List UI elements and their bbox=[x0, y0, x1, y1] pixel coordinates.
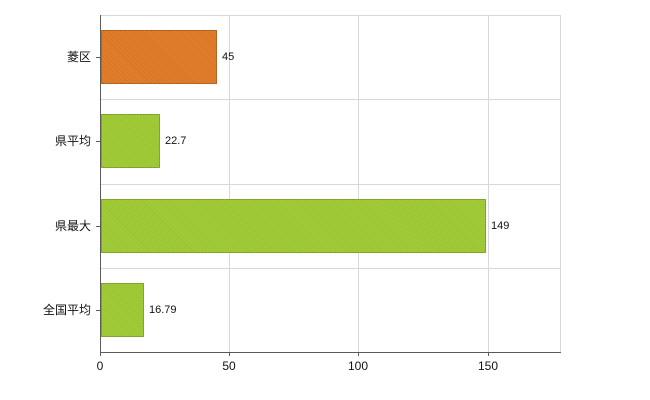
category-label: 県最大 bbox=[54, 219, 91, 233]
bar-value-label: 22.7 bbox=[165, 135, 187, 147]
x-axis-tick bbox=[488, 352, 489, 356]
bar-value-label: 149 bbox=[491, 220, 510, 232]
y-axis-tick bbox=[96, 226, 100, 227]
bar-value-label: 45 bbox=[222, 51, 235, 63]
y-axis-tick bbox=[96, 57, 100, 58]
vertical-gridline bbox=[488, 15, 489, 352]
bar bbox=[101, 283, 144, 337]
horizontal-gridline bbox=[100, 15, 560, 16]
horizontal-gridline bbox=[100, 268, 560, 269]
y-axis-line bbox=[100, 15, 101, 353]
x-axis-tick bbox=[229, 352, 230, 356]
bar bbox=[101, 30, 217, 84]
vertical-gridline bbox=[229, 15, 230, 352]
x-tick-label: 50 bbox=[222, 359, 236, 373]
bar bbox=[101, 199, 486, 253]
bar bbox=[101, 114, 160, 168]
plot-right-border bbox=[560, 15, 561, 352]
vertical-gridline bbox=[358, 15, 359, 352]
y-axis-tick bbox=[96, 310, 100, 311]
category-label: 菱区 bbox=[66, 50, 91, 64]
x-axis-line bbox=[100, 352, 561, 353]
y-axis-tick bbox=[96, 141, 100, 142]
category-label: 全国平均 bbox=[42, 303, 91, 317]
bar-value-label: 16.79 bbox=[149, 304, 177, 316]
x-tick-label: 0 bbox=[96, 359, 104, 373]
x-axis-tick bbox=[100, 352, 101, 356]
horizontal-gridline bbox=[100, 184, 560, 185]
category-label: 県平均 bbox=[54, 134, 91, 148]
horizontal-gridline bbox=[100, 99, 560, 100]
x-axis-tick bbox=[358, 352, 359, 356]
x-tick-label: 150 bbox=[477, 359, 499, 373]
x-tick-label: 100 bbox=[347, 359, 369, 373]
